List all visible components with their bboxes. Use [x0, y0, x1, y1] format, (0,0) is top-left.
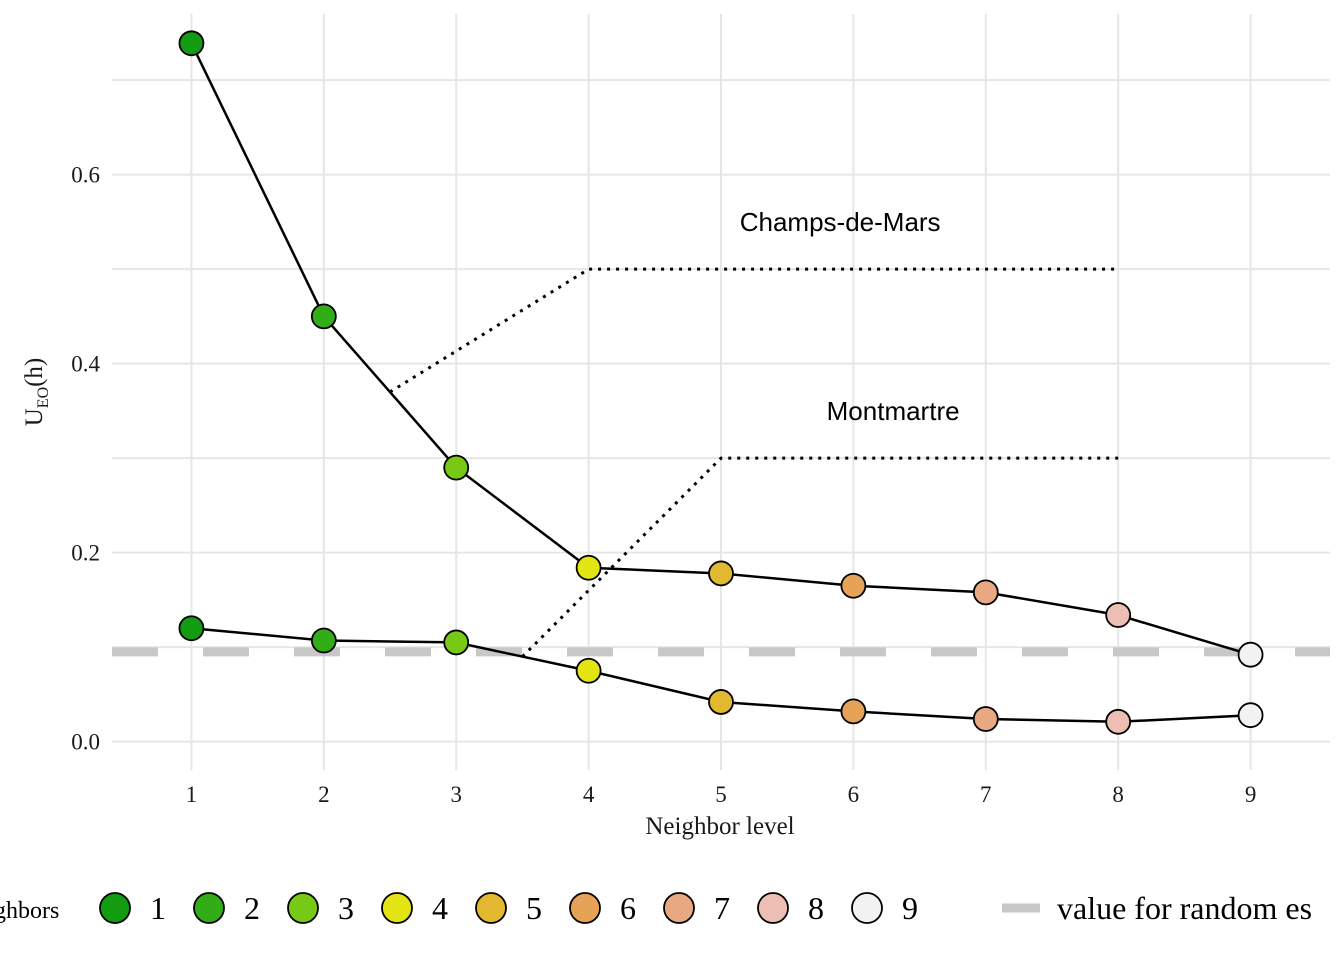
y-tick-label: 0.0 [71, 730, 100, 755]
legend: ghbors 1 2 3 4 5 6 7 8 9 value for random es [0, 890, 1312, 926]
x-tick-label: 7 [980, 782, 992, 807]
legend-label: 6 [620, 890, 636, 926]
legend-label: 5 [526, 890, 542, 926]
legend-label: 2 [244, 890, 260, 926]
y-tick-label: 0.6 [71, 163, 100, 188]
legend-label: 1 [150, 890, 166, 926]
data-point [708, 689, 734, 715]
data-point [1105, 708, 1132, 735]
x-tick-label: 9 [1245, 782, 1257, 807]
y-tick-label: 0.2 [71, 541, 100, 566]
legend-key [851, 892, 883, 924]
legend-label: 9 [902, 890, 918, 926]
annotation-leader-line [389, 267, 1119, 394]
data-point [840, 698, 867, 725]
legend-label-reference: value for random es [1057, 890, 1312, 926]
data-point [972, 579, 999, 606]
annotation-layer: Champs-de-Mars Montmartre [389, 207, 1119, 658]
legend-key [475, 892, 507, 924]
y-tick-label: 0.4 [71, 352, 100, 377]
legend-key [757, 892, 789, 924]
data-point [178, 615, 205, 642]
x-tick-label: 6 [848, 782, 860, 807]
y-axis-title-tail: (h) [21, 358, 48, 387]
data-point [443, 629, 470, 656]
legend-label: 7 [714, 890, 730, 926]
x-tick-label: 2 [318, 782, 330, 807]
data-point [575, 554, 602, 581]
legend-label: 3 [338, 890, 354, 926]
legend-key [193, 892, 225, 924]
data-point [708, 560, 734, 587]
x-tick-label: 3 [450, 782, 462, 807]
legend-key [381, 892, 413, 924]
x-tick-label: 1 [186, 782, 198, 807]
axis-layer: 1 2 3 4 5 6 7 8 9 0.0 0.2 0.4 0.6 [71, 163, 1256, 807]
legend-key [663, 892, 695, 924]
x-tick-label: 5 [715, 782, 727, 807]
x-tick-label: 4 [583, 782, 595, 807]
data-point [972, 706, 999, 732]
x-axis-title: Neighbor level [645, 813, 794, 840]
data-point [443, 454, 470, 481]
legend-label: 8 [808, 890, 824, 926]
annotation-leader-line [521, 456, 1119, 658]
data-point [310, 627, 337, 654]
legend-label: 4 [432, 890, 448, 926]
legend-key [569, 892, 601, 924]
legend-key [99, 892, 131, 924]
data-point [1237, 702, 1264, 729]
data-point [1237, 641, 1264, 668]
annotation-label: Montmartre [827, 396, 960, 426]
data-point [575, 657, 602, 684]
y-axis-title: UEO(h) [21, 358, 52, 427]
x-tick-label: 8 [1112, 782, 1124, 807]
data-point [310, 303, 337, 330]
series-layer [178, 30, 1264, 735]
y-axis-title-subscript: EO [35, 387, 52, 408]
grid [112, 14, 1330, 770]
data-point [840, 572, 867, 599]
legend-title: ghbors [0, 898, 59, 924]
data-point [1105, 602, 1132, 628]
data-point [178, 30, 205, 57]
legend-key [287, 892, 319, 924]
y-axis-title-main: U [21, 408, 48, 426]
annotation-label: Champs-de-Mars [740, 207, 941, 237]
